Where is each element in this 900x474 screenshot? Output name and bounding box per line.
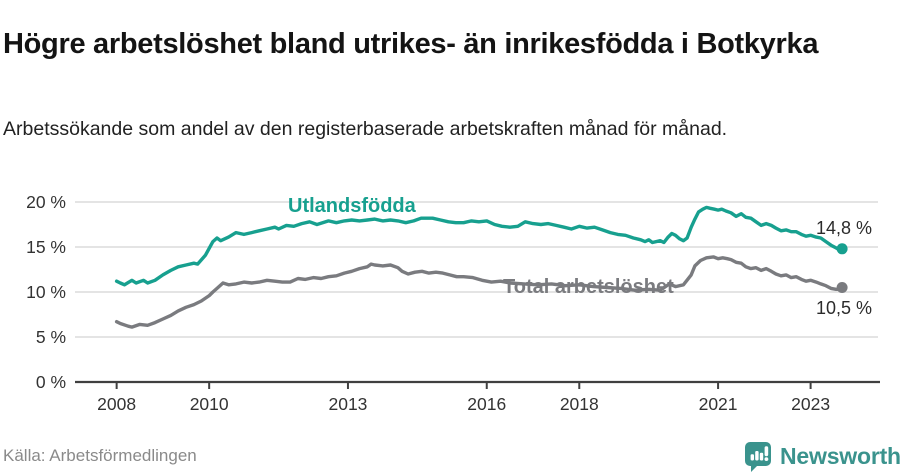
x-axis-tick-label: 2023 (791, 394, 830, 414)
y-axis-tick-label: 20 % (26, 192, 66, 212)
newsworthy-logo: Newsworthy (743, 440, 900, 473)
page-title: Högre arbetslöshet bland utrikes- än inr… (3, 28, 819, 61)
series-line-total (114, 255, 844, 329)
series-label-total-arbetsloshet: Total arbetslöshet (503, 276, 674, 298)
series-line-utlandsfodda (114, 205, 844, 287)
source-attribution: Källa: Arbetsförmedlingen (3, 446, 197, 465)
newsworthy-wordmark: Newsworthy (780, 443, 900, 469)
series-end-dot-total (836, 282, 848, 293)
series-end-dot-utlandsfodda (836, 243, 848, 255)
y-axis-tick-label: 15 % (26, 237, 66, 257)
x-axis-tick-label: 2021 (699, 394, 738, 414)
x-axis-tick-label: 2016 (467, 394, 506, 414)
end-value-label-utlandsfodda: 14,8 % (815, 218, 872, 238)
x-axis-tick-label: 2013 (328, 394, 367, 414)
y-axis-tick-label: 0 % (36, 372, 66, 392)
y-axis-tick-label: 10 % (26, 282, 66, 302)
page-subtitle: Arbetssökande som andel av den registerb… (3, 117, 728, 140)
x-axis-tick-label: 2018 (560, 394, 599, 414)
end-value-label-total: 10,5 % (815, 298, 872, 318)
x-axis-tick-label: 2010 (190, 394, 229, 414)
y-axis-tick-label: 5 % (36, 327, 66, 347)
x-axis-tick-label: 2008 (97, 394, 136, 414)
series-label-utlandsfodda: Utlandsfödda (288, 195, 416, 217)
newsworthy-speech-bubble-bar-chart-icon (745, 442, 771, 472)
